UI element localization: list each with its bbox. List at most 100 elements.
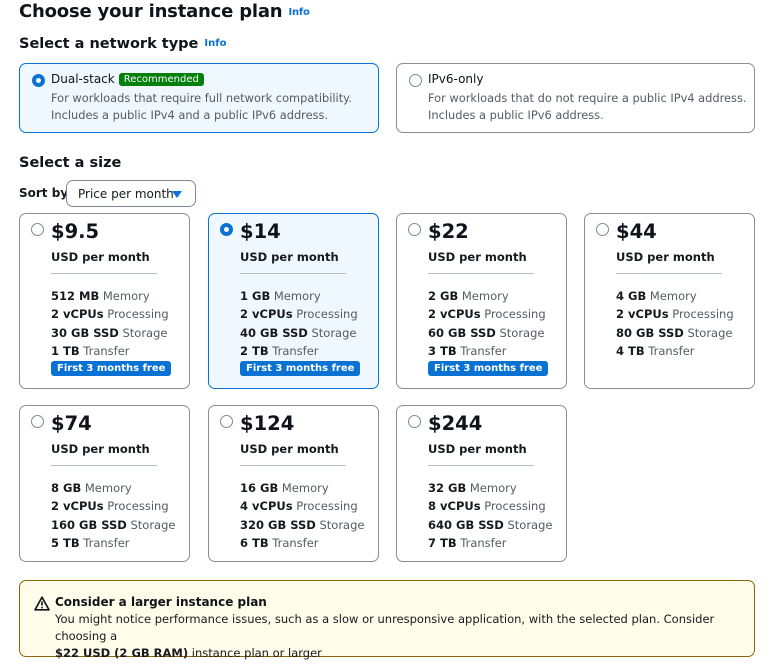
plan-spec-value: 16 GB <box>240 481 279 495</box>
plan-spec-transfer: 4 TB Transfer <box>616 344 695 358</box>
plan-divider <box>240 465 346 466</box>
plan-spec-value: 60 GB SSD <box>428 326 496 340</box>
radio-ipv6-only[interactable] <box>409 74 422 87</box>
network-option-dual-stack[interactable]: Dual-stack Recommended For workloads that… <box>19 63 379 133</box>
plan-spec-value: 4 vCPUs <box>240 499 293 513</box>
plan-spec-value: 4 GB <box>616 289 647 303</box>
radio-dual-stack[interactable] <box>32 74 45 87</box>
plan-price: $124 <box>240 412 295 435</box>
plan-divider <box>428 465 534 466</box>
plan-unit-label: USD per month <box>51 250 150 264</box>
sort-by-value: Price per month <box>78 187 174 201</box>
plan-spec-label: Processing <box>484 307 546 321</box>
plan-spec-value: 2 TB <box>240 344 269 358</box>
plan-unit-label: USD per month <box>51 442 150 456</box>
plan-spec-value: 8 vCPUs <box>428 499 481 513</box>
plan-card[interactable]: $244 USD per month 32 GB Memory 8 vCPUs Pro… <box>396 405 567 562</box>
plan-spec-value: 32 GB <box>428 481 467 495</box>
network-info-link[interactable]: Info <box>204 38 227 49</box>
warning-alert: Consider a larger instance plan You migh… <box>19 580 755 660</box>
plan-card[interactable]: $74 USD per month 8 GB Memory 2 vCPUs Proce… <box>19 405 190 562</box>
plan-unit-label: USD per month <box>616 250 715 264</box>
plan-spec-label: Processing <box>107 307 169 321</box>
plan-spec-memory: 32 GB Memory <box>428 481 517 495</box>
network-option-title: IPv6-only <box>428 72 483 86</box>
plan-radio[interactable] <box>408 223 421 236</box>
plan-card[interactable]: $22 USD per month 2 GB Memory 2 vCPUs Proce… <box>396 213 567 389</box>
sort-by-label: Sort by <box>19 186 69 200</box>
plan-divider <box>51 273 157 274</box>
plan-card[interactable]: $44 USD per month 4 GB Memory 2 vCPUs Proce… <box>584 213 755 389</box>
plan-spec-transfer: 6 TB Transfer <box>240 536 319 550</box>
plan-spec-label: Storage <box>507 518 553 532</box>
plan-spec-value: 2 GB <box>428 289 459 303</box>
plan-spec-vcpus: 4 vCPUs Processing <box>240 499 358 513</box>
network-type-heading: Select a network type Info <box>19 36 226 52</box>
plan-unit-label: USD per month <box>428 250 527 264</box>
network-option-label: IPv6-only <box>428 72 484 86</box>
plan-card[interactable]: $14 USD per month 1 GB Memory 2 vCPUs Proce… <box>208 213 379 389</box>
plan-spec-label: Memory <box>84 481 132 495</box>
plan-spec-label: Memory <box>469 481 517 495</box>
plan-spec-storage: 320 GB SSD Storage <box>240 518 364 532</box>
plan-radio[interactable] <box>596 223 609 236</box>
alert-title: Consider a larger instance plan <box>55 595 267 609</box>
plan-spec-label: Storage <box>319 518 365 532</box>
plan-spec-transfer: 2 TB Transfer <box>240 344 319 358</box>
plan-spec-label: Transfer <box>83 536 130 550</box>
plan-spec-value: 640 GB SSD <box>428 518 504 532</box>
plan-unit-label: USD per month <box>240 442 339 456</box>
network-option-label: Dual-stack <box>51 72 115 86</box>
plan-spec-label: Processing <box>296 307 358 321</box>
plan-radio[interactable] <box>220 415 233 428</box>
plan-spec-vcpus: 2 vCPUs Processing <box>240 307 358 321</box>
plan-spec-label: Memory <box>461 289 509 303</box>
plan-spec-transfer: 3 TB Transfer <box>428 344 507 358</box>
promo-badge: First 3 months free <box>240 361 361 376</box>
size-heading: Select a size <box>19 155 122 171</box>
sort-by-select[interactable]: Price per month <box>66 180 196 207</box>
network-option-desc: For workloads that require full network … <box>51 90 381 124</box>
plan-spec-label: Transfer <box>648 344 695 358</box>
plan-spec-value: 40 GB SSD <box>240 326 308 340</box>
plan-spec-transfer: 5 TB Transfer <box>51 536 130 550</box>
plan-spec-label: Transfer <box>272 536 319 550</box>
plan-radio[interactable] <box>31 415 44 428</box>
info-link[interactable]: Info <box>288 7 310 18</box>
plan-spec-value: 7 TB <box>428 536 457 550</box>
plan-radio[interactable] <box>31 223 44 236</box>
plan-price: $74 <box>51 412 92 435</box>
network-option-title: Dual-stack Recommended <box>51 72 204 86</box>
plan-spec-storage: 80 GB SSD Storage <box>616 326 732 340</box>
plan-spec-value: 6 TB <box>240 536 269 550</box>
network-option-ipv6-only[interactable]: IPv6-only For workloads that do not requ… <box>396 63 755 133</box>
plan-unit-label: USD per month <box>240 250 339 264</box>
plan-spec-value: 2 vCPUs <box>616 307 669 321</box>
plan-spec-label: Transfer <box>272 344 319 358</box>
plan-spec-label: Storage <box>130 518 176 532</box>
caret-down-icon <box>172 191 182 198</box>
plan-radio[interactable] <box>408 415 421 428</box>
plan-spec-memory: 512 MB Memory <box>51 289 150 303</box>
plan-spec-value: 2 vCPUs <box>51 499 104 513</box>
plan-spec-value: 1 TB <box>51 344 80 358</box>
plan-spec-label: Transfer <box>460 536 507 550</box>
plan-divider <box>240 273 346 274</box>
promo-badge: First 3 months free <box>51 361 172 376</box>
alert-body-text: You might notice performance issues, suc… <box>55 612 715 643</box>
plan-spec-memory: 8 GB Memory <box>51 481 132 495</box>
plan-spec-memory: 4 GB Memory <box>616 289 697 303</box>
plan-card[interactable]: $9.5 USD per month 512 MB Memory 2 vCPUs Pr… <box>19 213 190 389</box>
plan-spec-memory: 16 GB Memory <box>240 481 329 495</box>
plan-card[interactable]: $124 USD per month 16 GB Memory 4 vCPUs Pro… <box>208 405 379 562</box>
plan-price: $9.5 <box>51 220 100 243</box>
plan-spec-vcpus: 8 vCPUs Processing <box>428 499 546 513</box>
plan-spec-value: 5 TB <box>51 536 80 550</box>
plan-spec-value: 2 vCPUs <box>240 307 293 321</box>
plan-spec-memory: 1 GB Memory <box>240 289 321 303</box>
plan-price: $14 <box>240 220 281 243</box>
plan-spec-vcpus: 2 vCPUs Processing <box>616 307 734 321</box>
plan-radio[interactable] <box>220 223 233 236</box>
plan-spec-storage: 30 GB SSD Storage <box>51 326 167 340</box>
plan-spec-label: Storage <box>499 326 545 340</box>
